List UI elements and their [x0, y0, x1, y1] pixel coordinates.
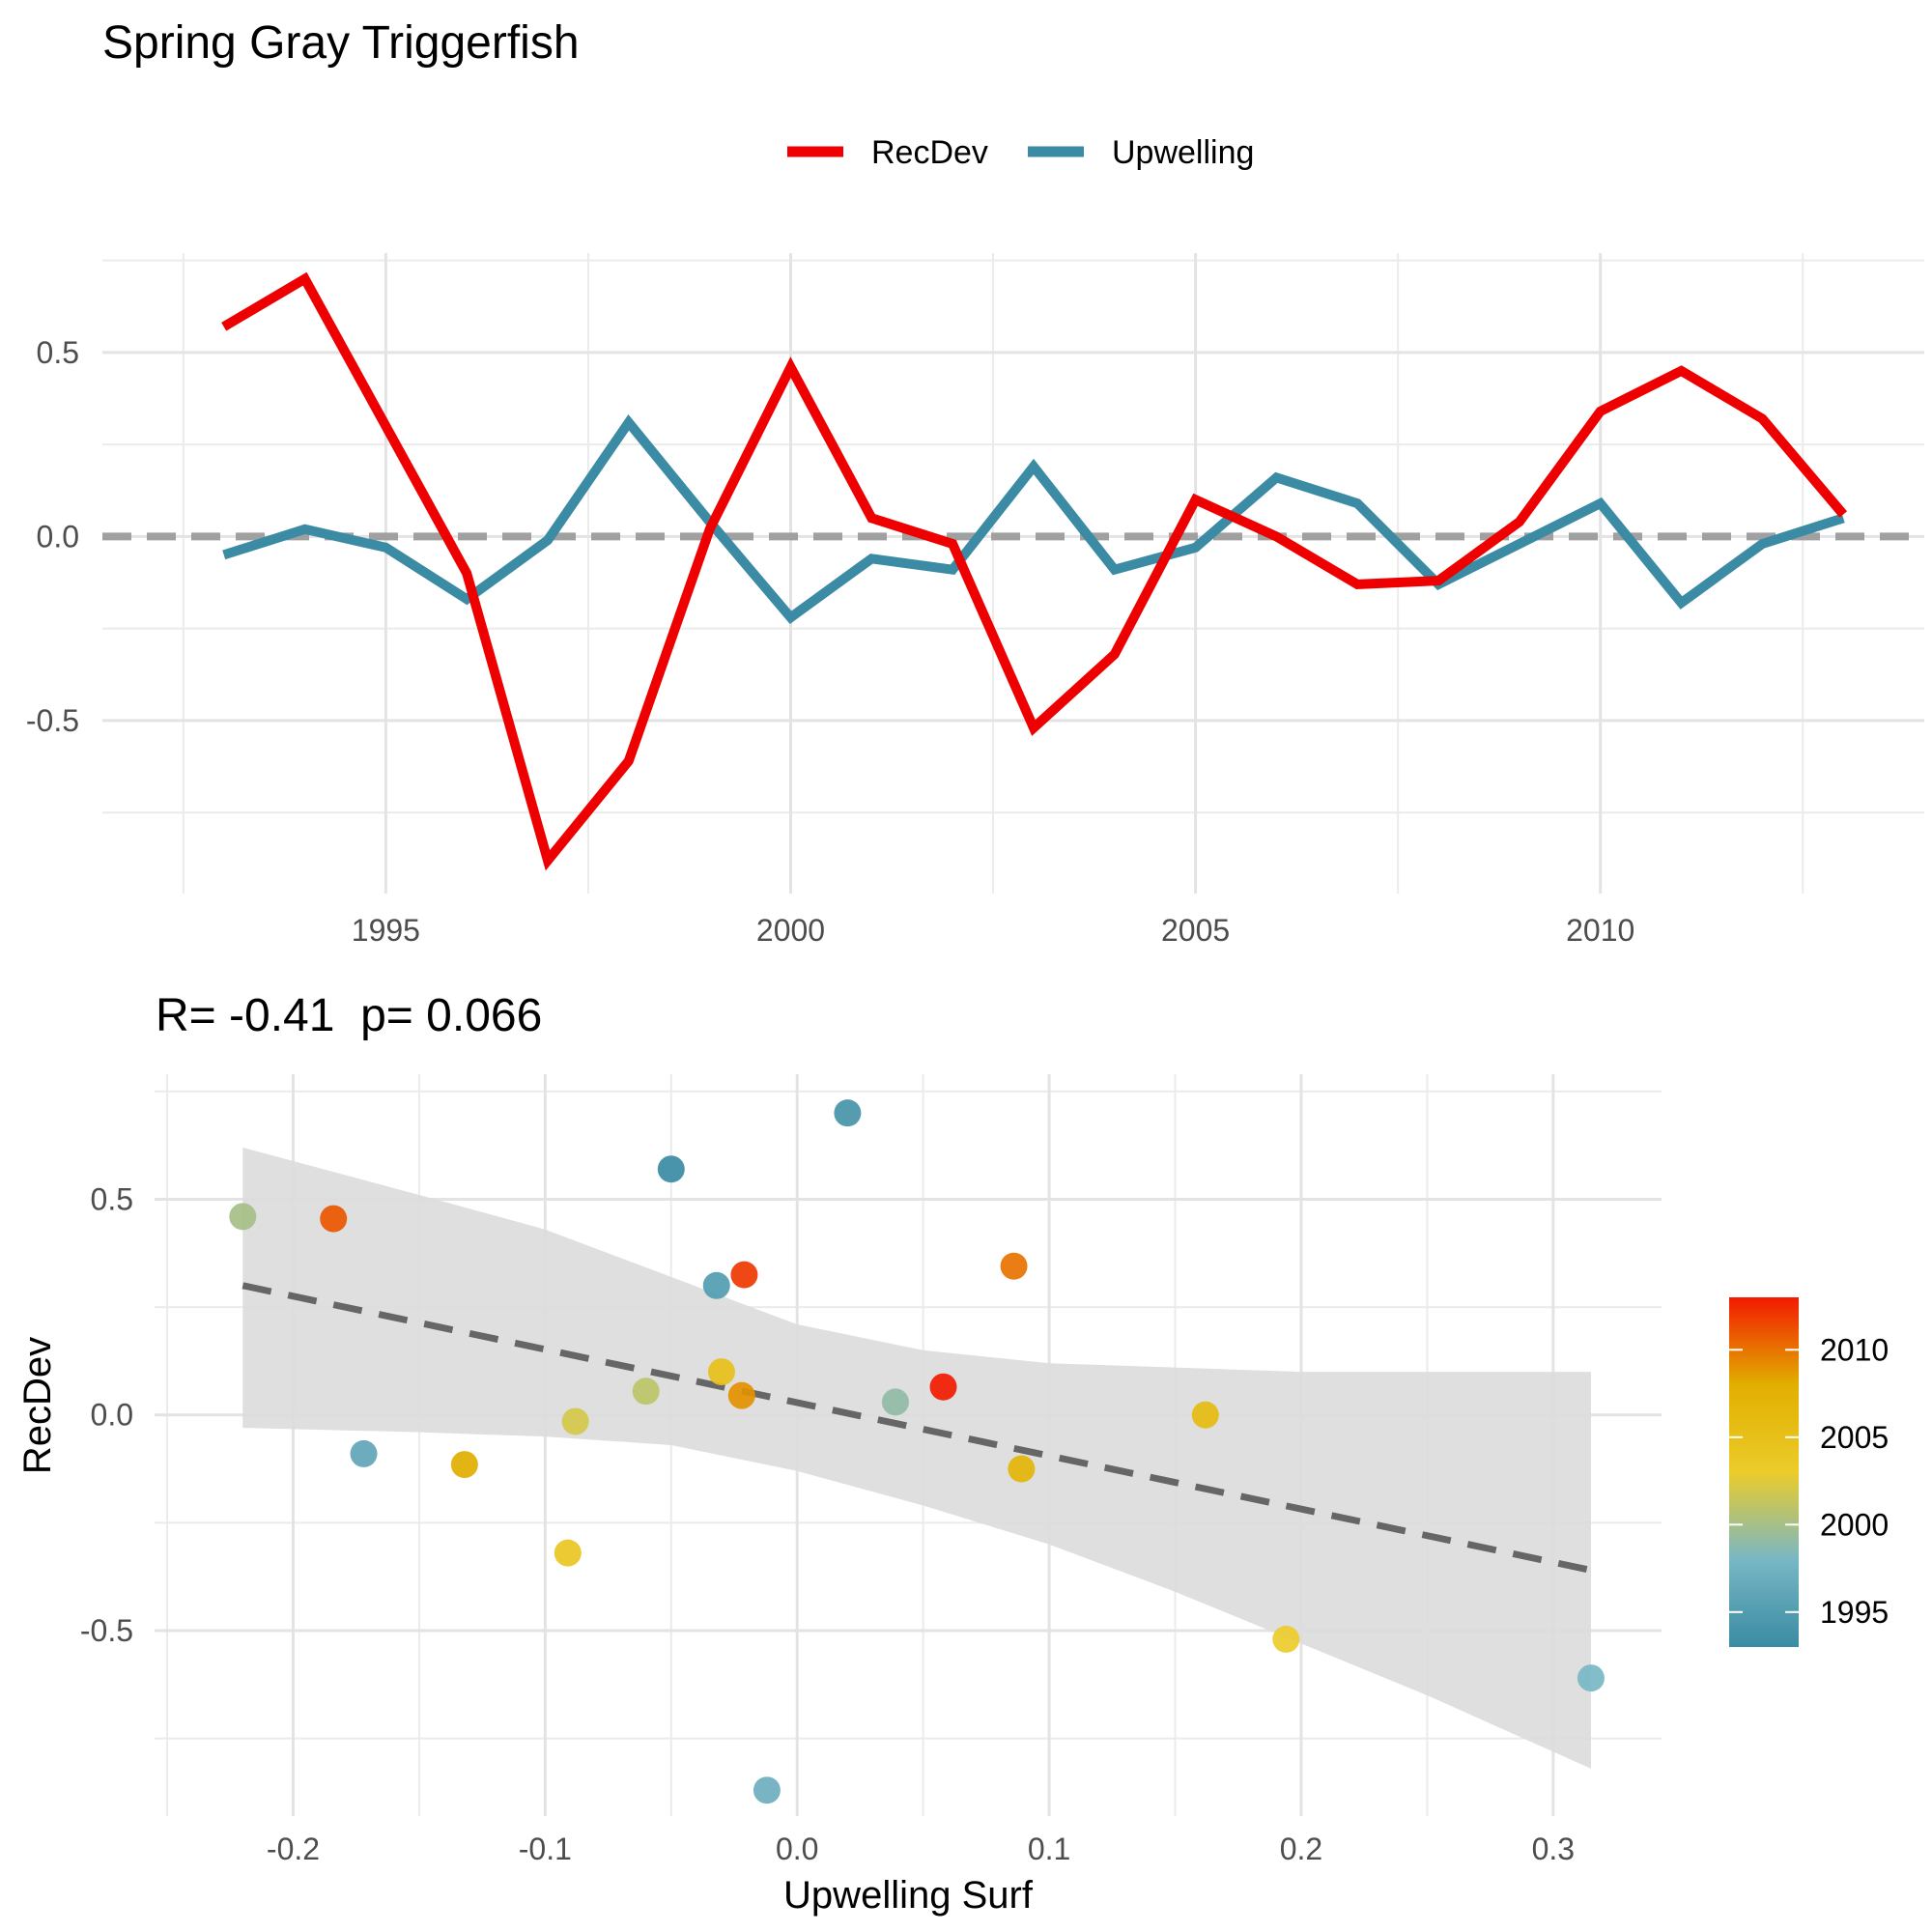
scatter-point — [632, 1378, 660, 1406]
x-tick-label: 0.2 — [1280, 1832, 1322, 1866]
scatter-x-axis-label: Upwelling Surf — [783, 1874, 1034, 1917]
scatter-point — [727, 1381, 755, 1409]
scatter-point — [1272, 1625, 1300, 1653]
scatter-point — [450, 1451, 478, 1479]
scatter-point — [702, 1271, 730, 1299]
figure-title: Spring Gray Triggerfish — [102, 17, 580, 69]
legend: RecDev Upwelling — [787, 134, 1254, 171]
colorbar-tick-label: 2005 — [1820, 1420, 1889, 1455]
scatter-point — [554, 1539, 582, 1567]
time-series-x-tick-labels: 1995 2000 2005 2010 — [352, 913, 1635, 948]
scatter-panel: -0.2 -0.1 0.0 0.1 0.2 0.3 -0.5 0.0 0.5 — [80, 1074, 1662, 1866]
scatter-point — [657, 1155, 685, 1183]
series-line-recdev — [221, 271, 1848, 871]
y-tick-label: -0.5 — [80, 1613, 133, 1648]
x-tick-label: 2010 — [1566, 913, 1634, 948]
scatter-point — [730, 1261, 758, 1289]
x-tick-label: 0.1 — [1028, 1832, 1070, 1866]
scatter-x-tick-labels: -0.2 -0.1 0.0 0.1 0.2 0.3 — [267, 1832, 1575, 1866]
x-tick-label: 2005 — [1161, 913, 1230, 948]
scatter-point — [1008, 1455, 1036, 1483]
legend-label-recdev: RecDev — [871, 134, 988, 171]
scatter-point — [834, 1099, 862, 1127]
scatter-point — [1191, 1401, 1219, 1429]
confidence-band-area — [242, 1147, 1591, 1769]
scatter-point — [707, 1358, 735, 1386]
colorbar-gradient — [1729, 1297, 1799, 1647]
time-series-lines — [221, 271, 1848, 871]
scatter-point — [929, 1373, 957, 1401]
scatter-point — [320, 1205, 348, 1233]
x-tick-label: 2000 — [756, 913, 825, 948]
scatter-y-axis-label: RecDev — [16, 1337, 59, 1474]
colorbar-ticks: 1995 2000 2005 2010 — [1729, 1332, 1889, 1630]
scatter-point — [350, 1439, 378, 1467]
x-tick-label: -0.1 — [519, 1832, 572, 1866]
time-series-y-tick-labels: -0.5 0.0 0.5 — [26, 335, 79, 738]
legend-item-recdev: RecDev — [787, 134, 988, 171]
colorbar-tick-label: 1995 — [1820, 1595, 1889, 1630]
colorbar-tick-label: 2010 — [1820, 1332, 1889, 1367]
time-series-gridlines — [102, 253, 1924, 894]
confidence-band — [242, 1147, 1591, 1769]
legend-label-upwelling: Upwelling — [1112, 134, 1254, 171]
x-tick-label: -0.2 — [267, 1832, 320, 1866]
scatter-point — [561, 1407, 589, 1435]
scatter-point — [881, 1388, 909, 1416]
colorbar-tick-label: 2000 — [1820, 1507, 1889, 1542]
scatter-point — [1000, 1252, 1028, 1280]
x-tick-label: 1995 — [352, 913, 420, 948]
time-series-panel: 1995 2000 2005 2010 -0.5 0.0 0.5 — [26, 253, 1924, 948]
scatter-points — [229, 1099, 1605, 1804]
scatter-point — [753, 1776, 781, 1804]
x-tick-label: 0.0 — [776, 1832, 818, 1866]
y-tick-label: -0.5 — [26, 703, 79, 738]
year-colorbar: 1995 2000 2005 2010 — [1729, 1297, 1889, 1647]
x-tick-label: 0.3 — [1532, 1832, 1575, 1866]
scatter-point — [1577, 1664, 1605, 1692]
legend-item-upwelling: Upwelling — [1028, 134, 1254, 171]
y-tick-label: 0.0 — [37, 519, 79, 554]
series-line-upwelling — [222, 413, 1845, 624]
y-tick-label: 0.5 — [91, 1181, 133, 1216]
scatter-title: R= -0.41 p= 0.066 — [156, 990, 542, 1041]
scatter-point — [229, 1203, 257, 1231]
y-tick-label: 0.0 — [91, 1398, 133, 1433]
scatter-y-tick-labels: -0.5 0.0 0.5 — [80, 1181, 133, 1648]
y-tick-label: 0.5 — [37, 335, 79, 370]
